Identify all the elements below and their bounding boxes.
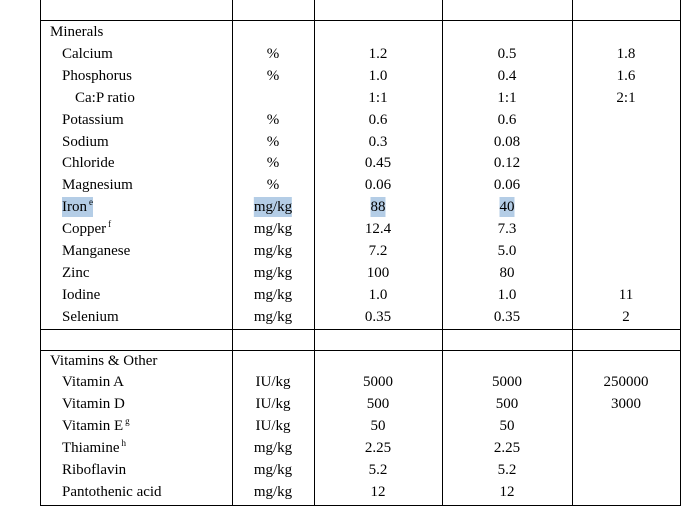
- value: 5000: [363, 374, 393, 391]
- border: [232, 0, 233, 506]
- nutrient-name: Riboflavin: [62, 462, 127, 478]
- border: [572, 0, 573, 506]
- value: 0.5: [497, 45, 517, 62]
- nutrient-name: Iodine: [62, 286, 101, 303]
- value: 50: [499, 418, 515, 435]
- nutrient-name: Zinc: [62, 264, 90, 281]
- value: 500: [495, 396, 519, 413]
- nutrient-name: Selenium: [62, 308, 119, 325]
- value: 5.2: [368, 462, 388, 478]
- nutrient-name: Chloride: [62, 155, 115, 172]
- border: [40, 350, 680, 351]
- nutrient-name: Manganese: [62, 243, 131, 259]
- value: 1.0: [497, 286, 517, 303]
- value: 1.0: [368, 67, 388, 84]
- value: 2:1: [616, 89, 636, 106]
- unit: mg/kg: [253, 264, 293, 281]
- unit: IU/kg: [255, 374, 291, 391]
- footnote-marker: f: [108, 219, 112, 230]
- value: 40: [499, 197, 515, 218]
- unit: %: [266, 133, 280, 150]
- unit: mg/kg: [253, 286, 293, 303]
- value: 0.6: [368, 111, 388, 128]
- nutrient-name: Potassium: [62, 111, 124, 128]
- unit: IU/kg: [255, 418, 291, 435]
- footnote-marker: e: [89, 197, 93, 208]
- unit: %: [266, 177, 280, 194]
- value: 5000: [492, 374, 522, 391]
- value: 1.8: [616, 45, 636, 62]
- value: 50: [370, 418, 386, 435]
- unit: mg/kg: [253, 483, 293, 500]
- value: 1:1: [497, 89, 517, 106]
- value: 3000: [611, 396, 641, 413]
- value: 2: [622, 308, 630, 325]
- nutrient-name: Vitamin A: [62, 374, 125, 391]
- nutrient-name: Copper f: [62, 219, 112, 238]
- value: 1.6: [616, 67, 636, 84]
- unit: %: [266, 67, 280, 84]
- value: 80: [499, 264, 515, 281]
- value: 0.3: [368, 133, 388, 150]
- value: 1.2: [368, 45, 388, 62]
- value: 7.3: [497, 221, 517, 238]
- value: 12.4: [364, 221, 392, 238]
- section-heading: Minerals: [50, 24, 104, 40]
- border: [442, 0, 443, 506]
- nutrient-name: Ca:P ratio: [75, 89, 135, 106]
- value: 88: [370, 197, 386, 218]
- value: 2.25: [493, 440, 521, 457]
- footnote-marker: h: [121, 438, 126, 449]
- value: 100: [366, 264, 390, 281]
- unit: mg/kg: [253, 221, 293, 238]
- unit: mg/kg: [253, 440, 293, 457]
- value: 0.45: [364, 155, 392, 172]
- unit: %: [266, 45, 280, 62]
- section-heading: Vitamins & Other: [50, 352, 158, 369]
- nutrient-name: Thiamine h: [62, 438, 126, 457]
- value: 250000: [603, 374, 649, 391]
- border: [40, 505, 680, 506]
- value: 0.35: [493, 308, 521, 325]
- footnote-marker: g: [125, 416, 130, 427]
- unit: %: [266, 111, 280, 128]
- value: 1:1: [368, 89, 388, 106]
- nutrient-name: Sodium: [62, 133, 109, 150]
- border: [40, 329, 680, 330]
- unit: %: [266, 155, 280, 172]
- unit: mg/kg: [253, 308, 293, 325]
- value: 500: [366, 396, 390, 413]
- value: 0.08: [493, 133, 521, 150]
- nutrient-name: Iron e: [62, 197, 93, 218]
- unit: mg/kg: [253, 243, 293, 259]
- unit: IU/kg: [255, 396, 291, 413]
- value: 12: [499, 483, 515, 500]
- value: 11: [618, 286, 634, 303]
- nutrient-name: Vitamin D: [62, 396, 125, 413]
- value: 0.35: [364, 308, 392, 325]
- unit: mg/kg: [253, 197, 293, 218]
- value: 2.25: [364, 440, 392, 457]
- value: 0.06: [364, 177, 392, 194]
- value: 7.2: [368, 243, 388, 259]
- border: [40, 20, 680, 21]
- border: [40, 0, 41, 506]
- nutrient-name: Magnesium: [62, 177, 133, 194]
- value: 0.12: [493, 155, 521, 172]
- value: 0.06: [493, 177, 521, 194]
- value: 5.2: [497, 462, 517, 478]
- value: 5.0: [497, 243, 517, 259]
- nutrient-name: Phosphorus: [62, 67, 133, 84]
- nutrient-name: Calcium: [62, 45, 113, 62]
- value: 0.4: [497, 67, 517, 84]
- value: 1.0: [368, 286, 388, 303]
- nutrient-name: Pantothenic acid: [62, 483, 162, 500]
- value: 12: [370, 483, 386, 500]
- border: [314, 0, 315, 506]
- unit: mg/kg: [253, 462, 293, 478]
- border: [680, 0, 681, 506]
- value: 0.6: [497, 111, 517, 128]
